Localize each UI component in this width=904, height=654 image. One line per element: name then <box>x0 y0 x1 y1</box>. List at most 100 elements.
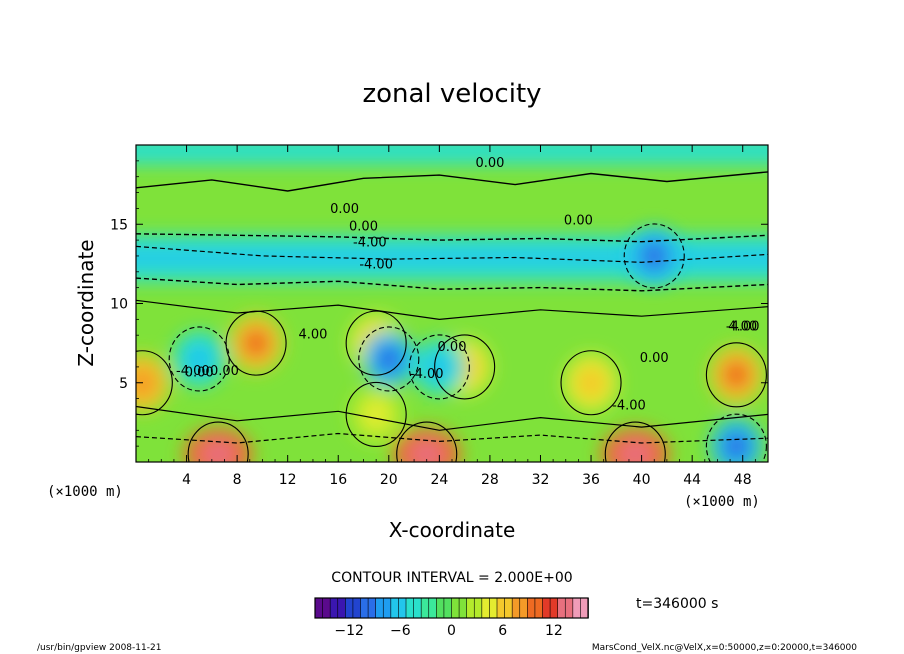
footer-right: MarsCond_VelX.nc@VelX,x=0:50000,z=0:2000… <box>592 643 857 653</box>
contour-label-9: -4.00 <box>726 319 760 334</box>
colorbar <box>314 597 589 619</box>
colorbar-ticks: −12 −6 0 6 12 <box>334 623 562 639</box>
x-tick-label-6: 28 <box>481 472 499 488</box>
colorbar-segment-21 <box>473 597 483 619</box>
contour-label-0: 0.00 <box>475 156 504 171</box>
colorbar-tick-label-0: −12 <box>334 623 364 639</box>
colorbar-segment-33 <box>564 597 574 619</box>
colorbar-segment-17 <box>443 597 453 619</box>
colorbar-segment-16 <box>436 597 445 619</box>
x-unit-right: (×1000 m) <box>684 494 760 510</box>
contour-ring-2 <box>345 310 407 376</box>
contour-line-1 <box>136 233 768 243</box>
plot-area: 0.000.000.00 0.00-4.00-4.00-4.00 -4.00-4.0… <box>135 144 769 463</box>
colorbar-segment-7 <box>367 597 377 619</box>
x-tick-label-0: 4 <box>182 472 191 488</box>
contour-label-11: 4.00 <box>728 319 757 334</box>
contour-ring-5 <box>396 421 458 462</box>
feature-core-8 <box>616 439 654 462</box>
contour-label-14: 0.00 <box>438 340 467 355</box>
feature-core-1 <box>241 327 271 359</box>
colorbar-segment-10 <box>390 597 400 619</box>
contour-lines <box>136 171 768 462</box>
x-tick-label-1: 8 <box>233 472 242 488</box>
contour-line-3 <box>136 277 768 292</box>
x-axis: 4 8 12 16 20 24 28 32 36 40 44 48 <box>148 145 769 488</box>
colorbar-segment-24 <box>496 597 506 619</box>
colorbar-segment-0 <box>314 597 324 619</box>
contour-ring-0 <box>187 421 249 462</box>
contour-interval-label: CONTOUR INTERVAL = 2.000E+00 <box>331 570 572 586</box>
footer-left: /usr/bin/gpview 2008-11-21 <box>37 643 161 653</box>
contour-label-4: -4.00 <box>353 235 387 250</box>
contour-label-1: 0.00 <box>330 202 359 217</box>
colorbar-segment-19 <box>458 597 468 619</box>
contour-ring-8 <box>604 421 666 462</box>
colorbar-frame <box>314 597 589 619</box>
colorbar-segment-30 <box>542 597 551 619</box>
colorbar-segment-9 <box>382 597 392 619</box>
contour-label-10: 0.00 <box>185 365 214 380</box>
feature-core-10 <box>722 430 751 462</box>
colorbar-segment-15 <box>428 597 438 619</box>
x-tick-label-4: 20 <box>380 472 398 488</box>
x-tick-label-11: 48 <box>734 472 752 488</box>
feature-core-9 <box>722 359 751 391</box>
feature-core-5 <box>408 439 446 462</box>
colorbar-segment-34 <box>572 597 582 619</box>
contour-label-5: -4.00 <box>359 258 393 273</box>
colorbar-segment-1 <box>322 597 331 619</box>
colorbar-segment-6 <box>360 597 369 619</box>
colorbar-tick-label-3: 6 <box>498 623 507 639</box>
feature-core-3 <box>361 399 391 430</box>
feature-core-0 <box>199 439 237 462</box>
contour-line-2 <box>136 245 768 263</box>
colorbar-segment-11 <box>398 597 407 619</box>
y-axis-label: Z-coordinate <box>74 239 98 366</box>
colorbar-segment-8 <box>375 597 385 619</box>
colorbar-segment-5 <box>352 597 362 619</box>
contour-label-8: -4.00 <box>612 399 646 414</box>
x-unit-left: (×1000 m) <box>47 484 123 500</box>
contour-line-4 <box>136 299 768 321</box>
contour-ring-1 <box>225 310 287 376</box>
x-tick-label-3: 16 <box>329 472 347 488</box>
colorbar-segment-35 <box>580 597 589 619</box>
colorbar-segment-29 <box>534 597 544 619</box>
contour-label-6: -4.00 <box>176 364 210 379</box>
feature-core-4 <box>374 343 404 375</box>
colorbar-segment-3 <box>337 597 347 619</box>
contour-line-0 <box>136 171 768 192</box>
contour-ring-9 <box>705 342 767 408</box>
y-tick-label-1: 10 <box>110 297 128 313</box>
y-tick-label-0: 5 <box>119 376 128 392</box>
colorbar-segment-27 <box>519 597 529 619</box>
time-label: t=346000 s <box>636 596 718 612</box>
colorbar-segment-14 <box>420 597 430 619</box>
contour-ring-7 <box>560 350 622 416</box>
y-tick-label-2: 15 <box>110 217 128 233</box>
feature-core-14 <box>136 367 157 399</box>
colorbar-segment-4 <box>345 597 354 619</box>
contour-labels: 0.000.000.00 0.00-4.00-4.00-4.00 -4.00-4.0… <box>176 156 759 414</box>
colorbar-segment-2 <box>329 597 339 619</box>
contour-ring-3 <box>345 381 407 448</box>
contour-label-13: 0.00 <box>210 364 239 379</box>
colorbar-segment-28 <box>527 597 536 619</box>
plot-background <box>136 145 768 462</box>
contour-label-7: -4.00 <box>410 367 444 382</box>
x-tick-label-10: 44 <box>683 472 701 488</box>
x-tick-label-9: 40 <box>633 472 651 488</box>
feature-core-12 <box>425 351 454 383</box>
colorbar-tick-label-2: 0 <box>447 623 456 639</box>
contour-label-3: 0.00 <box>564 213 593 228</box>
y-axis: 5 10 15 <box>110 160 768 447</box>
feature-core-11 <box>639 240 669 272</box>
contour-ring-10 <box>705 413 767 462</box>
contour-label-12: 4.00 <box>298 327 327 342</box>
contour-line-5 <box>136 405 768 431</box>
contour-ring-4 <box>358 326 420 392</box>
x-tick-label-8: 36 <box>582 472 600 488</box>
feature-core-13 <box>184 343 214 375</box>
colorbar-segment-23 <box>489 597 498 619</box>
